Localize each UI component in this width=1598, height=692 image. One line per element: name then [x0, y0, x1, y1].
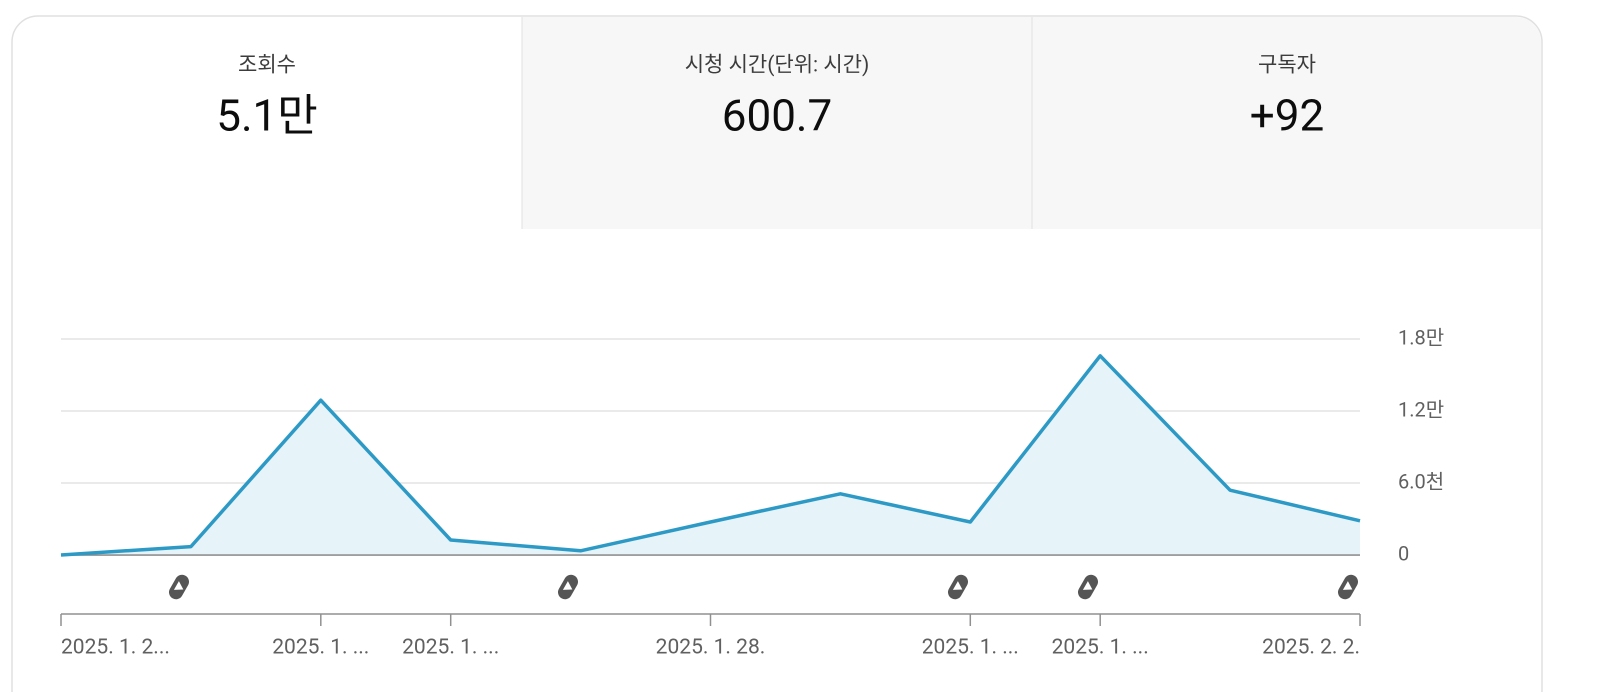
y-tick-label: 1.8만	[1398, 325, 1444, 349]
shorts-play	[952, 581, 963, 590]
tab-value: 600.7	[722, 90, 833, 142]
tab-value: +92	[1250, 90, 1324, 142]
x-tick-label: 2025. 1. ...	[1052, 636, 1149, 660]
shorts-icon	[169, 574, 189, 600]
tab-label: 구독자	[1258, 54, 1316, 78]
x-tick-label: 2025. 2. 2.	[1262, 636, 1360, 660]
tab-label: 시청 시간(단위: 시간)	[685, 54, 870, 78]
y-tick-label: 6.0천	[1398, 469, 1444, 493]
shorts-play	[173, 581, 184, 590]
tab[interactable]: 시청 시간(단위: 시간) 600.7	[685, 54, 870, 142]
shorts-icon	[948, 574, 968, 600]
x-tick-label: 2025. 1. ...	[922, 636, 1019, 660]
shorts-icon	[1078, 574, 1098, 600]
tab[interactable]: 구독자 +92	[1250, 54, 1324, 142]
area	[61, 355, 1360, 555]
shorts-icon	[1338, 574, 1358, 600]
shorts-icon	[558, 574, 578, 600]
shorts-play	[1082, 581, 1093, 590]
chart: 0 6.0천 1.2만 1.8만 2025. 1. 2... 2025. 1. ... 20…	[60, 325, 1444, 660]
x-tick-label: 2025. 1. 2...	[61, 636, 170, 660]
line	[60, 354, 1361, 557]
tab-label: 조회수	[238, 54, 296, 78]
tab-value: 5.1만	[216, 90, 318, 142]
x-tick-label: 2025. 1. ...	[402, 636, 499, 660]
y-tick-label: 1.2만	[1398, 397, 1444, 421]
shorts-play	[562, 581, 573, 590]
tab[interactable]: 조회수 5.1만	[216, 54, 318, 142]
shorts-play	[1342, 581, 1353, 590]
y-tick-label: 0	[1398, 541, 1409, 565]
x-tick-label: 2025. 1. 28.	[656, 636, 766, 660]
shorts-markers	[169, 574, 1358, 600]
x-tick-label: 2025. 1. ...	[272, 636, 369, 660]
